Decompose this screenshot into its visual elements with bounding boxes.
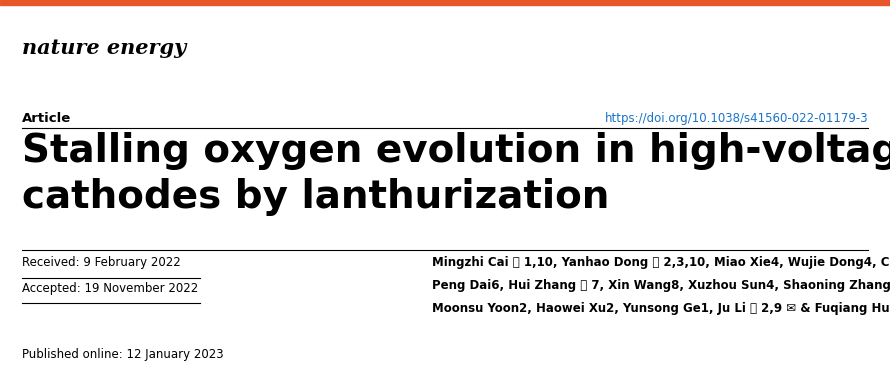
Bar <box>0 0 890 5</box>
Text: cathodes by lanthurization: cathodes by lanthurization <box>22 178 610 216</box>
Text: Moonsu Yoon2, Haowei Xu2, Yunsong Ge1, Ju Li ⓘ 2,9 ✉ & Fuqiang Huang1,4 ✉: Moonsu Yoon2, Haowei Xu2, Yunsong Ge1, J… <box>432 302 890 315</box>
Text: Mingzhi Cai ⓘ 1,10, Yanhao Dong ⓘ 2,3,10, Miao Xie4, Wujie Dong4, Chenlong Dong5: Mingzhi Cai ⓘ 1,10, Yanhao Dong ⓘ 2,3,10… <box>432 256 890 269</box>
Text: nature energy: nature energy <box>22 38 186 58</box>
Text: Peng Dai6, Hui Zhang ⓘ 7, Xin Wang8, Xuzhou Sun4, Shaoning Zhang4,: Peng Dai6, Hui Zhang ⓘ 7, Xin Wang8, Xuz… <box>432 279 890 292</box>
Text: Received: 9 February 2022: Received: 9 February 2022 <box>22 256 181 269</box>
Text: Accepted: 19 November 2022: Accepted: 19 November 2022 <box>22 282 198 295</box>
Text: Stalling oxygen evolution in high-voltage: Stalling oxygen evolution in high-voltag… <box>22 132 890 170</box>
Text: https://doi.org/10.1038/s41560-022-01179-3: https://doi.org/10.1038/s41560-022-01179… <box>604 112 868 125</box>
Text: Published online: 12 January 2023: Published online: 12 January 2023 <box>22 348 223 361</box>
Text: Article: Article <box>22 112 71 125</box>
